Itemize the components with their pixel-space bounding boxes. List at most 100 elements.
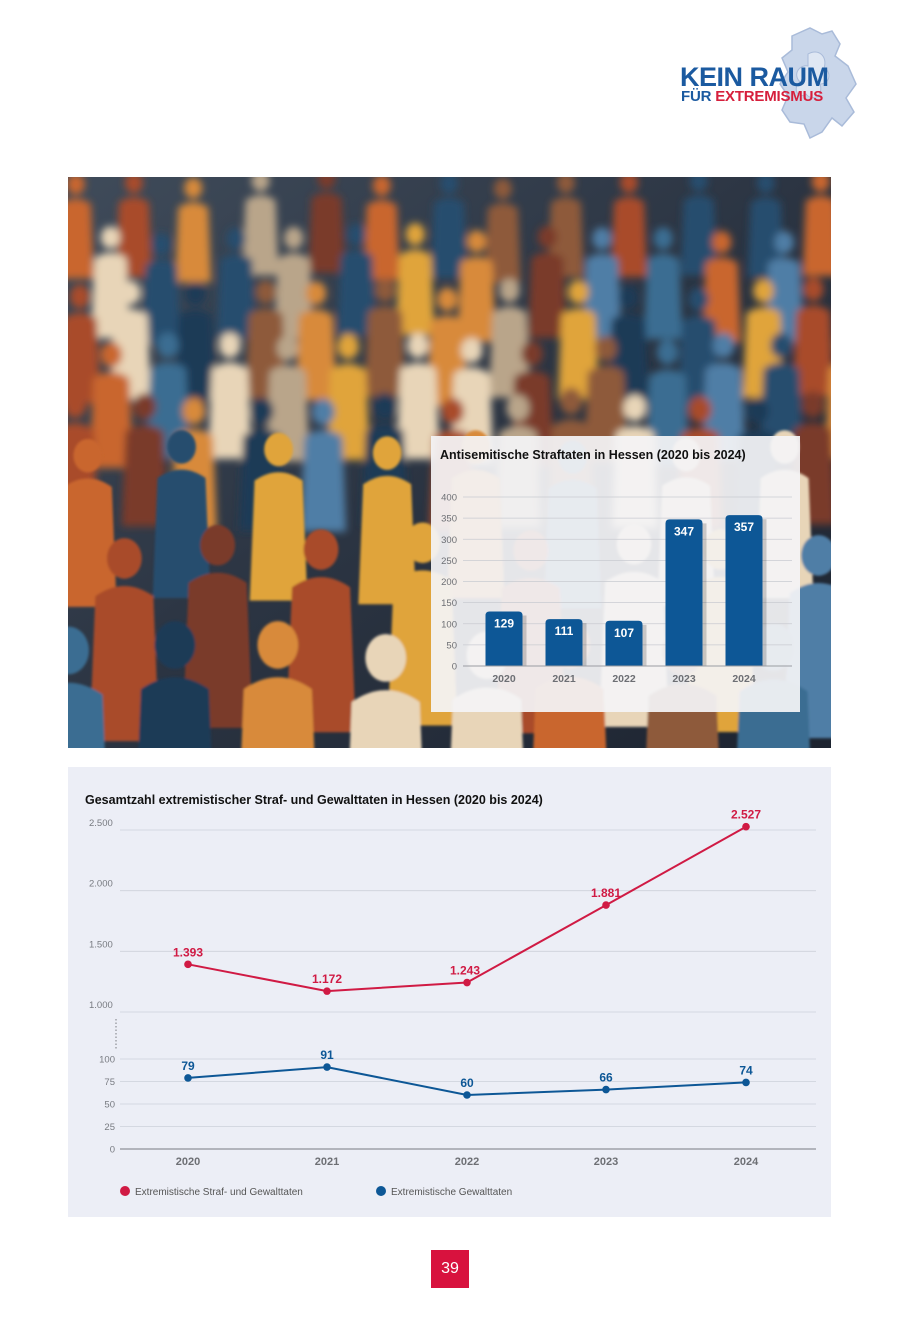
bar-y-tick-label: 50 bbox=[446, 640, 457, 651]
data-label-violent: 91 bbox=[320, 1048, 334, 1062]
figurine bbox=[363, 177, 400, 281]
point-violent-2021 bbox=[323, 1063, 331, 1071]
figurine bbox=[68, 626, 105, 748]
figurine bbox=[484, 178, 521, 284]
line-y-tick-label-lower: 0 bbox=[110, 1145, 115, 1156]
line-y-tick-label-lower: 100 bbox=[99, 1055, 115, 1066]
figurine bbox=[364, 278, 406, 398]
legend-item-total: Extremistische Straf- und Gewalttaten bbox=[120, 1186, 303, 1198]
bar-x-tick-label: 2021 bbox=[552, 673, 576, 685]
page-number: 39 bbox=[431, 1250, 469, 1288]
line-chart-title: Gesamtzahl extremistischer Straf- und Ge… bbox=[85, 793, 543, 807]
figurine bbox=[802, 177, 831, 276]
figurine bbox=[792, 277, 831, 397]
line-y-tick-label-lower: 50 bbox=[104, 1100, 115, 1111]
bar-2024 bbox=[725, 515, 763, 666]
figurine bbox=[430, 177, 467, 278]
line-x-tick-label: 2024 bbox=[734, 1156, 759, 1168]
legend-label-violent: Extremistische Gewalttaten bbox=[391, 1187, 513, 1198]
bar-y-tick-label: 100 bbox=[441, 619, 457, 630]
figurine bbox=[175, 177, 212, 283]
data-label-total: 1.172 bbox=[312, 972, 342, 986]
figurine bbox=[216, 227, 256, 340]
line-y-tick-label-upper: 1.000 bbox=[89, 1000, 113, 1011]
logo-subtitle-part1: FÜR bbox=[681, 88, 712, 105]
figurine bbox=[644, 227, 683, 340]
extremist-crimes-line-chart: Gesamtzahl extremistischer Straf- und Ge… bbox=[68, 767, 831, 1217]
figurine bbox=[89, 342, 133, 469]
line-x-tick-label: 2023 bbox=[594, 1156, 618, 1168]
line-x-tick-label: 2021 bbox=[315, 1156, 339, 1168]
bar-y-tick-label: 300 bbox=[441, 535, 457, 546]
figurine bbox=[396, 223, 435, 336]
point-violent-2024 bbox=[742, 1078, 750, 1087]
bar-value-label: 347 bbox=[674, 524, 694, 538]
data-label-violent: 79 bbox=[181, 1059, 195, 1073]
line-y-tick-label-upper: 2.500 bbox=[89, 818, 113, 829]
figurine bbox=[457, 230, 496, 343]
data-label-total: 1.881 bbox=[591, 886, 621, 900]
bar-2022 bbox=[605, 620, 643, 666]
line-y-tick-label-lower: 75 bbox=[104, 1077, 115, 1088]
bar-y-tick-label: 250 bbox=[441, 556, 457, 567]
data-label-total: 1.393 bbox=[173, 945, 203, 959]
point-violent-2020 bbox=[184, 1074, 192, 1082]
point-total-2022 bbox=[463, 978, 471, 987]
figurine bbox=[68, 177, 94, 279]
line-x-tick-label: 2022 bbox=[455, 1156, 479, 1168]
bar-2020 bbox=[485, 611, 523, 666]
bar-2021 bbox=[545, 619, 583, 666]
figurine bbox=[611, 177, 648, 278]
point-violent-2022 bbox=[463, 1091, 471, 1099]
figurine bbox=[68, 438, 117, 607]
legend-dot-red-icon bbox=[120, 1186, 130, 1196]
legend-label-total: Extremistische Straf- und Gewalttaten bbox=[135, 1187, 303, 1198]
bar-y-tick-label: 400 bbox=[441, 493, 457, 504]
figurine bbox=[138, 621, 212, 748]
bar-x-tick-label: 2023 bbox=[672, 673, 696, 685]
point-violent-2023 bbox=[602, 1085, 610, 1094]
data-label-total: 2.527 bbox=[731, 808, 761, 822]
hessen-map-icon bbox=[779, 27, 857, 140]
line-y-tick-label-lower: 25 bbox=[104, 1122, 115, 1133]
bar-value-label: 129 bbox=[494, 616, 514, 630]
line-y-tick-label-upper: 1.500 bbox=[89, 939, 113, 950]
figurine bbox=[142, 233, 181, 346]
logo-subtitle-part2: EXTREMISMUS bbox=[715, 88, 824, 105]
figurine bbox=[680, 177, 717, 276]
bar-x-tick-label: 2022 bbox=[612, 673, 636, 685]
bar-y-tick-label: 350 bbox=[441, 514, 457, 525]
line-y-tick-label-upper: 2.000 bbox=[89, 879, 113, 890]
bar-chart-title: Antisemitische Straftaten in Hessen (202… bbox=[440, 448, 746, 462]
crowd-figurines-photo: Antisemitische Straftaten in Hessen (202… bbox=[68, 177, 831, 748]
data-label-violent: 66 bbox=[599, 1071, 613, 1085]
point-total-2021 bbox=[323, 987, 331, 995]
data-label-total: 1.243 bbox=[450, 964, 480, 978]
figurine bbox=[208, 332, 252, 459]
bar-y-tick-label: 0 bbox=[452, 662, 457, 673]
bar-y-tick-label: 200 bbox=[441, 577, 457, 588]
figurine bbox=[121, 393, 168, 527]
figurine bbox=[249, 432, 308, 601]
logo: KEIN RAUM FÜR EXTREMISMUS bbox=[672, 26, 862, 141]
line-x-tick-label: 2020 bbox=[176, 1156, 200, 1168]
bar-x-tick-label: 2024 bbox=[732, 673, 756, 685]
data-label-violent: 60 bbox=[460, 1076, 474, 1090]
point-total-2023 bbox=[602, 901, 610, 909]
figurine bbox=[241, 621, 315, 748]
legend-dot-blue-icon bbox=[376, 1186, 386, 1196]
antisemitic-crimes-bar-chart: Antisemitische Straftaten in Hessen (202… bbox=[431, 436, 800, 712]
bar-value-label: 111 bbox=[555, 624, 574, 638]
bar-x-tick-label: 2020 bbox=[492, 673, 516, 685]
figurine bbox=[242, 177, 279, 276]
figurine bbox=[308, 177, 345, 273]
bar-chart-plot: 0 50 100 150 200 250 300 350 400 129 2020 111 2021 10… bbox=[441, 493, 792, 685]
bar-value-label: 357 bbox=[734, 520, 754, 534]
data-label-violent: 74 bbox=[739, 1063, 753, 1077]
bar-y-tick-label: 150 bbox=[441, 598, 457, 609]
crowd-image bbox=[68, 177, 831, 748]
bar-2023 bbox=[665, 519, 703, 666]
logo-subtitle: FÜR EXTREMISMUS bbox=[681, 89, 823, 104]
logo-title: KEIN RAUM bbox=[680, 62, 829, 92]
figurine bbox=[358, 436, 416, 605]
